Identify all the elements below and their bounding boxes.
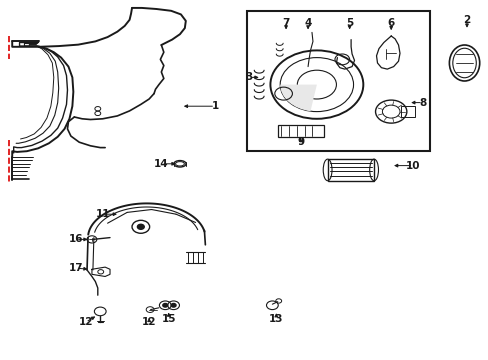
Text: 14: 14	[154, 159, 168, 169]
Text: 8: 8	[419, 98, 426, 108]
Text: 11: 11	[95, 209, 110, 219]
Circle shape	[171, 303, 176, 307]
Text: 9: 9	[297, 137, 304, 147]
Circle shape	[137, 224, 144, 229]
Text: 1: 1	[211, 101, 218, 111]
Wedge shape	[280, 85, 316, 111]
Bar	[400, 106, 414, 117]
Bar	[246, 11, 429, 151]
Bar	[327, 159, 373, 181]
Text: 7: 7	[282, 18, 289, 28]
Text: 16: 16	[68, 234, 83, 244]
Text: 10: 10	[405, 161, 420, 171]
Text: 2: 2	[463, 15, 469, 25]
Text: 12: 12	[142, 317, 156, 327]
Text: 15: 15	[161, 314, 176, 324]
Bar	[277, 125, 324, 137]
Text: 13: 13	[268, 314, 283, 324]
Text: 12: 12	[78, 317, 93, 327]
Text: 6: 6	[387, 18, 394, 28]
Text: 17: 17	[68, 263, 83, 273]
Text: 3: 3	[245, 72, 252, 82]
Circle shape	[163, 303, 167, 307]
Text: 4: 4	[304, 18, 311, 28]
Text: 5: 5	[346, 18, 352, 28]
